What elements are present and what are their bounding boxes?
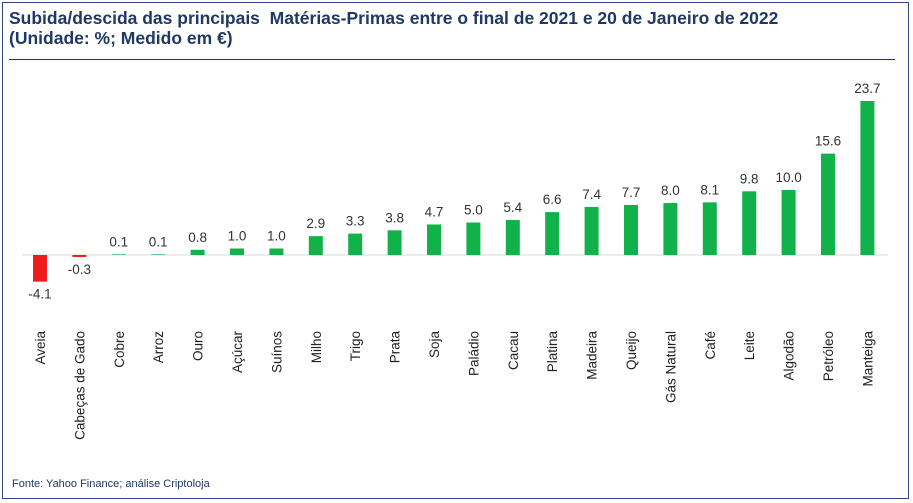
category-label-20: Petróleo xyxy=(821,331,836,381)
value-label-15: 7.7 xyxy=(622,185,641,200)
category-label-0: Aveia xyxy=(33,331,48,365)
value-label-7: 2.9 xyxy=(306,216,325,231)
category-label-15: Queijo xyxy=(624,331,639,370)
value-label-2: 0.1 xyxy=(109,234,128,249)
bar-19 xyxy=(781,190,796,255)
category-label-16: Gás Natural xyxy=(663,331,678,403)
bar-11 xyxy=(466,222,481,255)
value-label-4: 0.8 xyxy=(188,230,207,245)
category-label-2: Cobre xyxy=(112,331,127,368)
value-label-17: 8.1 xyxy=(700,182,719,197)
bar-8 xyxy=(348,233,363,255)
value-label-14: 7.4 xyxy=(582,187,601,202)
chart-title: Subida/descida das principais Matérias-P… xyxy=(9,8,899,48)
value-label-6: 1.0 xyxy=(267,229,286,244)
bar-4 xyxy=(190,249,205,255)
value-label-20: 15.6 xyxy=(815,134,841,149)
title-divider xyxy=(9,59,895,60)
bar-16 xyxy=(663,203,678,255)
value-label-10: 4.7 xyxy=(425,204,444,219)
value-label-8: 3.3 xyxy=(346,214,365,229)
category-label-8: Trigo xyxy=(348,331,363,361)
category-label-1: Cabeças de Gado xyxy=(72,331,87,440)
bar-20 xyxy=(821,153,835,255)
bar-6 xyxy=(269,248,284,255)
category-label-7: Milho xyxy=(309,331,324,363)
bar-1 xyxy=(72,255,87,257)
category-label-10: Soja xyxy=(427,331,442,359)
bar-9 xyxy=(387,230,402,255)
category-label-4: Ouro xyxy=(191,331,206,361)
bars-group xyxy=(33,101,875,282)
category-label-3: Arroz xyxy=(151,331,166,364)
value-label-9: 3.8 xyxy=(385,210,404,225)
bar-5 xyxy=(230,248,244,255)
value-label-16: 8.0 xyxy=(661,183,680,198)
category-label-6: Suínos xyxy=(269,331,284,373)
value-label-18: 9.8 xyxy=(740,171,759,186)
category-label-9: Prata xyxy=(388,331,403,364)
value-label-3: 0.1 xyxy=(149,234,168,249)
category-label-18: Leite xyxy=(742,331,757,360)
value-label-12: 5.4 xyxy=(503,200,522,215)
bar-18 xyxy=(742,191,757,255)
category-label-17: Café xyxy=(703,331,718,360)
value-label-5: 1.0 xyxy=(228,229,247,244)
value-label-13: 6.6 xyxy=(543,192,562,207)
source-note: Fonte: Yahoo Finance; análise Criptoloja xyxy=(12,478,210,490)
bar-3 xyxy=(151,254,166,255)
bar-21 xyxy=(860,101,875,255)
bar-2 xyxy=(111,254,126,255)
bar-17 xyxy=(702,202,717,255)
value-labels-group: -4.1 -0.3 0.1 0.1 0.8 1.0 1.0 2.9 3.3 3.8 4.7 5.0 5.… xyxy=(28,81,880,302)
category-labels-group: Aveia Cabeças de Gado Cobre Arroz Ouro Açúcar… xyxy=(33,331,875,440)
bar-14 xyxy=(584,206,599,255)
category-label-14: Madeira xyxy=(585,331,600,380)
category-label-21: Manteiga xyxy=(860,331,875,387)
category-label-12: Cacau xyxy=(506,331,521,370)
value-label-19: 10.0 xyxy=(775,170,801,185)
bar-7 xyxy=(308,236,323,255)
category-label-19: Algodão xyxy=(782,331,797,381)
category-label-11: Paládio xyxy=(466,331,481,376)
bar-10 xyxy=(427,224,441,255)
value-label-1: -0.3 xyxy=(68,262,91,277)
bar-13 xyxy=(545,212,560,255)
title-line-2: (Unidade: %; Medido em €) xyxy=(9,28,233,48)
value-label-21: 23.7 xyxy=(854,81,880,96)
title-line-1: Subida/descida das principais Matérias-P… xyxy=(9,8,779,28)
category-label-13: Platina xyxy=(545,331,560,373)
value-label-0: -4.1 xyxy=(28,287,51,302)
value-label-11: 5.0 xyxy=(464,203,483,218)
category-label-5: Açúcar xyxy=(230,331,245,374)
bar-12 xyxy=(505,219,520,255)
bar-0 xyxy=(33,255,47,282)
bar-15 xyxy=(624,204,638,255)
